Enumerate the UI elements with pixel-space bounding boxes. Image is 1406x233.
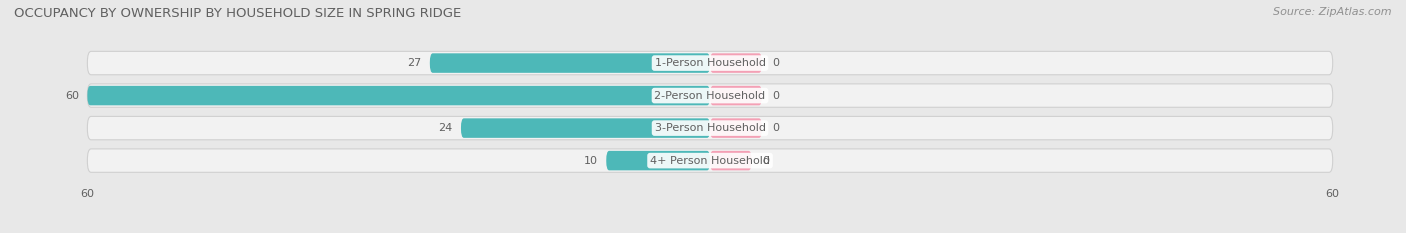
FancyBboxPatch shape — [87, 51, 1333, 75]
Text: 0: 0 — [772, 58, 779, 68]
FancyBboxPatch shape — [87, 149, 1333, 172]
FancyBboxPatch shape — [710, 53, 762, 73]
FancyBboxPatch shape — [87, 84, 1333, 107]
FancyBboxPatch shape — [606, 151, 710, 170]
FancyBboxPatch shape — [430, 53, 710, 73]
FancyBboxPatch shape — [461, 118, 710, 138]
FancyBboxPatch shape — [87, 86, 710, 105]
Text: 0: 0 — [772, 91, 779, 101]
Text: 60: 60 — [65, 91, 79, 101]
Text: 10: 10 — [583, 156, 598, 166]
Text: 0: 0 — [762, 156, 769, 166]
Text: 27: 27 — [408, 58, 422, 68]
Text: 3-Person Household: 3-Person Household — [655, 123, 765, 133]
Text: Source: ZipAtlas.com: Source: ZipAtlas.com — [1274, 7, 1392, 17]
FancyBboxPatch shape — [710, 118, 762, 138]
Text: 1-Person Household: 1-Person Household — [655, 58, 765, 68]
Text: 24: 24 — [439, 123, 453, 133]
FancyBboxPatch shape — [87, 116, 1333, 140]
Text: 4+ Person Household: 4+ Person Household — [650, 156, 770, 166]
Text: 2-Person Household: 2-Person Household — [654, 91, 766, 101]
Text: 0: 0 — [772, 123, 779, 133]
FancyBboxPatch shape — [710, 151, 752, 170]
Text: OCCUPANCY BY OWNERSHIP BY HOUSEHOLD SIZE IN SPRING RIDGE: OCCUPANCY BY OWNERSHIP BY HOUSEHOLD SIZE… — [14, 7, 461, 20]
FancyBboxPatch shape — [710, 86, 762, 105]
